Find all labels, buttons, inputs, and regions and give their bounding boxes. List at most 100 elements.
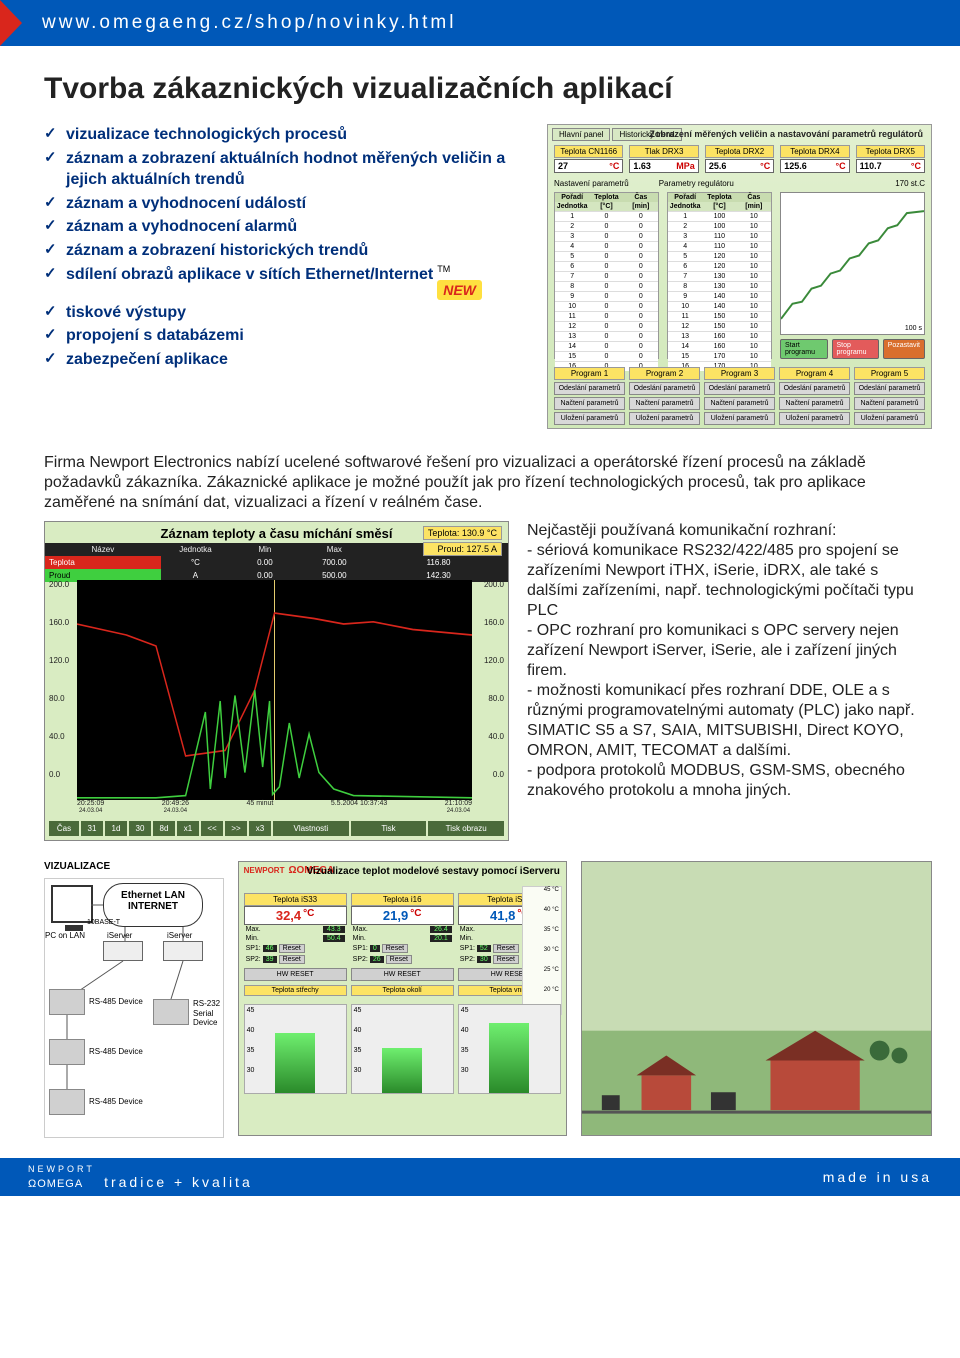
program-button[interactable]: Uložení parametrů: [779, 412, 850, 425]
rs232-dev: [153, 999, 189, 1025]
p3-th: Teplota i16: [351, 893, 454, 906]
ss1-temp-row: Teplota CN116627°CTlak DRX31.63MPaTeplot…: [548, 141, 931, 177]
ss1-right-col: 100 s Start programu Stop programu Pozas…: [780, 192, 925, 359]
program-button[interactable]: Odeslání parametrů: [704, 382, 775, 395]
program-header: Program 2: [629, 367, 700, 380]
ytick: 0.0: [49, 770, 60, 779]
temp-value: 125.6°C: [780, 159, 849, 173]
hw-reset-button[interactable]: HW RESET: [244, 968, 347, 981]
chart2-foot-button[interactable]: Vlastnosti: [273, 821, 349, 836]
chart2-foot-button[interactable]: <<: [201, 821, 223, 836]
xlabel: 20:25:0924.03.04: [77, 800, 104, 814]
right-text: Nejčastěji používaná komunikační rozhran…: [527, 521, 932, 841]
program-button[interactable]: Načtení parametrů: [554, 397, 625, 410]
temp-box: Teplota DRX225.6°C: [705, 145, 774, 173]
chart2-foot-button[interactable]: x3: [249, 821, 271, 836]
program-button[interactable]: Uložení parametrů: [854, 412, 925, 425]
p3-th: Teplota iS33: [244, 893, 347, 906]
program-button[interactable]: Odeslání parametrů: [854, 382, 925, 395]
reset-button[interactable]: Reset: [279, 955, 305, 964]
param-table-right: PořadíTeplotaČasJednotka[°C][min]1100102…: [667, 192, 772, 359]
feature-item: ✓záznam a vyhodnocení alarmů: [44, 216, 529, 238]
ss1-chart: 100 s: [780, 192, 925, 335]
program-col: Program 2 Odeslání parametrů Načtení param…: [629, 367, 700, 427]
ytick-r: 0.0: [493, 770, 504, 779]
ss1-title: Zobrazení měřených veličin a nastavování…: [649, 129, 923, 139]
ytick-r: 40.0: [488, 732, 504, 741]
program-button[interactable]: Načtení parametrů: [854, 397, 925, 410]
rs485-2: [49, 1039, 85, 1065]
ytick-r: 80.0: [488, 694, 504, 703]
chart2-foot-button[interactable]: >>: [225, 821, 247, 836]
ytick: 40.0: [49, 732, 65, 741]
chart2-foot-button[interactable]: x1: [177, 821, 199, 836]
scale-time: 100 s: [905, 325, 922, 332]
feature-item: ✓sdílení obrazů aplikace v sítích Ethern…: [44, 264, 529, 300]
new-badge: TMNEW: [437, 264, 482, 300]
chart2-plot: [77, 580, 472, 800]
bar-col: 45403530: [244, 1004, 347, 1094]
p3-ytick: 20 °C: [544, 987, 559, 993]
iserver-1: [103, 941, 143, 961]
temp-label: Teplota DRX5: [856, 145, 925, 158]
program-col: Program 3 Odeslání parametrů Načtení param…: [704, 367, 775, 427]
program-button[interactable]: Odeslání parametrů: [629, 382, 700, 395]
reset-button[interactable]: Reset: [279, 944, 305, 953]
dlab-232a: RS-232: [193, 999, 220, 1008]
chart2-foot-button[interactable]: 31: [81, 821, 103, 836]
check-icon: ✓: [44, 264, 66, 282]
stop-button[interactable]: Stop programu: [832, 339, 879, 359]
program-button[interactable]: Načtení parametrů: [704, 397, 775, 410]
program-button[interactable]: Uložení parametrů: [629, 412, 700, 425]
temp-value: 25.6°C: [705, 159, 774, 173]
chart2-foot-button[interactable]: 30: [129, 821, 151, 836]
program-button[interactable]: Odeslání parametrů: [554, 382, 625, 395]
start-button[interactable]: Start programu: [780, 339, 828, 359]
xlabel: 20:49:2624.03.04: [162, 800, 189, 814]
chart2-foot-button[interactable]: 8d: [153, 821, 175, 836]
chart2-footer: Čas311d308dx1<<>>x3VlastnostiTiskTisk ob…: [49, 821, 504, 836]
tab-main[interactable]: Hlavní panel: [552, 128, 610, 141]
dlab-232b: Serial Device: [193, 1009, 223, 1027]
feature-item: ✓zabezpečení aplikace: [44, 349, 529, 371]
program-button[interactable]: Uložení parametrů: [704, 412, 775, 425]
program-button[interactable]: Uložení parametrů: [554, 412, 625, 425]
reset-button[interactable]: Reset: [382, 944, 408, 953]
chart2-foot-button[interactable]: Tisk obrazu: [428, 821, 504, 836]
reset-button[interactable]: Reset: [493, 944, 519, 953]
monitor-icon: [51, 885, 93, 923]
program-col: Program 5Odeslání parametrůNačtení param…: [854, 367, 925, 427]
chart2-foot-button[interactable]: Tisk: [351, 821, 427, 836]
program-button[interactable]: Načtení parametrů: [779, 397, 850, 410]
hw-reset-button[interactable]: HW RESET: [351, 968, 454, 981]
panel3-sidechart: 45 °C40 °C35 °C30 °C25 °C20 °C: [522, 886, 562, 1015]
dlab-3: RS-485 Device: [89, 1097, 143, 1106]
chart2-foot-button[interactable]: Čas: [49, 821, 79, 836]
ytick-r: 200.0: [484, 580, 504, 589]
page-content: Tvorba zákaznických vizualizačních aplik…: [0, 46, 960, 439]
temp-box: Tlak DRX31.63MPa: [629, 145, 698, 173]
feature-row: ✓vizualizace technologických procesů✓záz…: [44, 124, 932, 429]
check-icon: ✓: [44, 124, 66, 142]
reset-button[interactable]: Reset: [493, 955, 519, 964]
pause-button[interactable]: Pozastavit: [883, 339, 925, 359]
program-header: Program 3: [704, 367, 775, 380]
chart2-badges: Teplota: 130.9 °C Proud: 127.5 A: [423, 526, 502, 558]
pc-label: PC on LAN: [45, 931, 85, 940]
feature-text: záznam a zobrazení aktuálních hodnot měř…: [66, 148, 529, 191]
ytick-r: 160.0: [484, 618, 504, 627]
feature-text: zabezpečení aplikace: [66, 349, 228, 371]
top-banner: www.omegaeng.cz/shop/novinky.html: [0, 0, 960, 46]
temp-box: Teplota DRX5110.7°C: [856, 145, 925, 173]
ss1-buttons: Start programu Stop programu Pozastavit: [780, 339, 925, 359]
temp-value: 110.7°C: [856, 159, 925, 173]
param-h1: Nastavení parametrů: [554, 179, 629, 188]
program-button[interactable]: Načtení parametrů: [629, 397, 700, 410]
panel3-bar-headers: Teplota střechyTeplota okolíTeplota vnit…: [239, 983, 566, 1000]
temp-box: Teplota CN116627°C: [554, 145, 623, 173]
chart2-foot-button[interactable]: 1d: [105, 821, 127, 836]
program-button[interactable]: Odeslání parametrů: [779, 382, 850, 395]
check-icon: ✓: [44, 325, 66, 343]
panel3-temps: Teplota iS3332,4°CMax.43.3Min.50.4SP1:46…: [239, 891, 566, 983]
reset-button[interactable]: Reset: [386, 955, 412, 964]
